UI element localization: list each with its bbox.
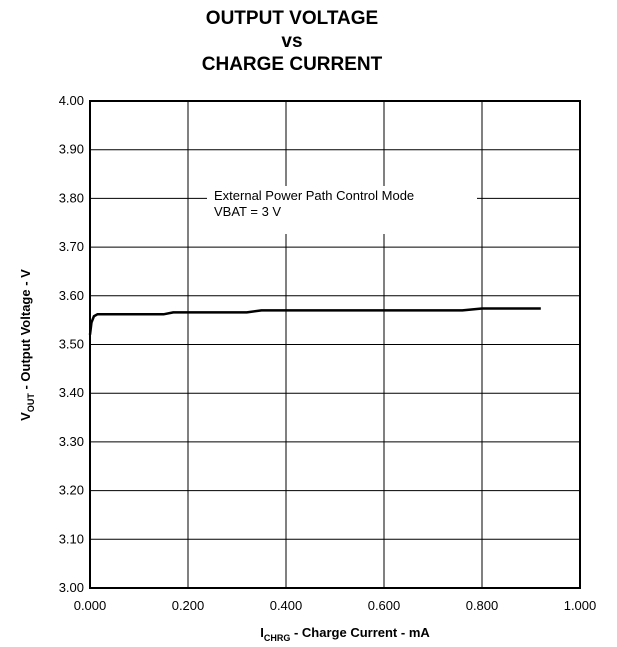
x-tick-label: 0.600 <box>368 598 401 613</box>
y-axis-label-rest: - Output Voltage - V <box>18 269 33 393</box>
x-axis-label-main: I <box>260 625 264 640</box>
chart-title-line-3: CHARGE CURRENT <box>202 54 383 75</box>
annotation-line-2: VBAT = 3 V <box>214 204 281 219</box>
chart-title-line-2: vs <box>281 31 302 52</box>
y-tick-label: 3.00 <box>59 580 84 595</box>
y-tick-label: 3.50 <box>59 337 84 352</box>
series-layer <box>88 307 541 335</box>
x-tick-label: 0.400 <box>270 598 303 613</box>
x-tick-labels: 0.000 0.200 0.400 0.600 0.800 1.000 <box>74 598 597 613</box>
y-tick-label: 3.40 <box>59 385 84 400</box>
y-tick-label: 3.10 <box>59 531 84 546</box>
y-axis-label: VOUT - Output Voltage - V <box>18 269 36 421</box>
y-tick-label: 3.80 <box>59 190 84 205</box>
x-tick-label: 1.000 <box>564 598 597 613</box>
annotation-background <box>207 186 477 234</box>
y-axis-label-sub: OUT <box>26 393 36 413</box>
plot-area-frame <box>89 100 581 589</box>
chart-title-line-1: OUTPUT VOLTAGE <box>206 8 378 29</box>
annotation-line-1: External Power Path Control Mode <box>214 188 414 203</box>
y-tick-label: 3.70 <box>59 239 84 254</box>
y-tick-label: 3.20 <box>59 483 84 498</box>
y-tick-labels: 3.00 3.10 3.20 3.30 3.40 3.50 3.60 3.70 3.80 3.90… <box>59 93 84 595</box>
x-tick-label: 0.000 <box>74 598 107 613</box>
y-axis-label-main: V <box>18 412 33 421</box>
y-tick-label: 3.60 <box>59 288 84 303</box>
x-axis-label-rest: - Charge Current - mA <box>290 625 430 640</box>
y-tick-label: 3.30 <box>59 434 84 449</box>
series-line-0 <box>88 307 541 335</box>
y-tick-label: 3.90 <box>59 142 84 157</box>
x-axis-label-sub: CHRG <box>264 633 291 643</box>
x-axis-label: ICHRG - Charge Current - mA <box>260 625 430 643</box>
grid-lines <box>90 101 580 588</box>
x-tick-label: 0.800 <box>466 598 499 613</box>
y-tick-label: 4.00 <box>59 93 84 108</box>
x-tick-label: 0.200 <box>172 598 205 613</box>
